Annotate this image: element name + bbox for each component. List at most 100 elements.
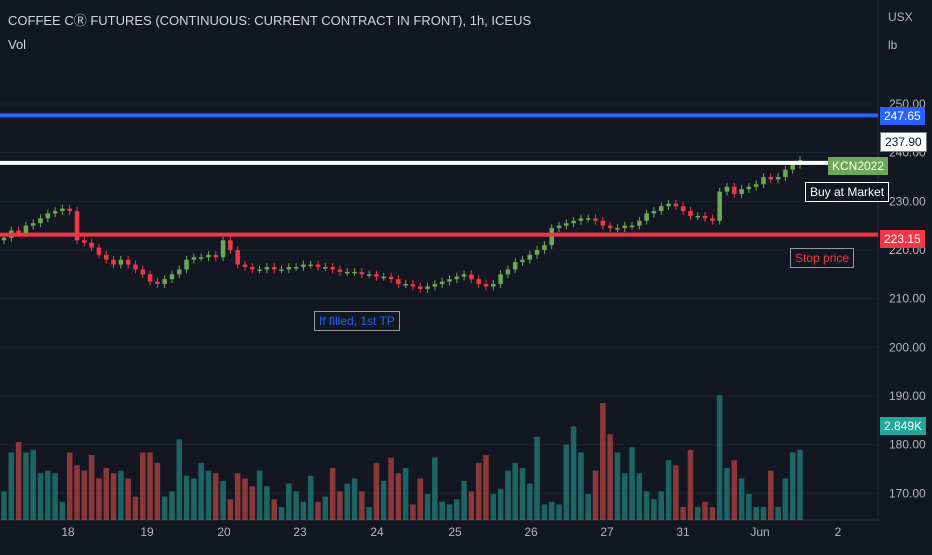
candle-body[interactable]	[512, 262, 518, 270]
volume-bar[interactable]	[614, 452, 621, 520]
candle-body[interactable]	[542, 245, 547, 250]
volume-bar[interactable]	[512, 462, 518, 520]
candle-body[interactable]	[45, 213, 51, 219]
volume-bar[interactable]	[534, 436, 540, 520]
candle-body[interactable]	[498, 274, 503, 285]
candle-body[interactable]	[425, 286, 430, 289]
volume-bar[interactable]	[161, 496, 168, 520]
candle-body[interactable]	[388, 276, 394, 280]
candle-body[interactable]	[359, 271, 365, 275]
volume-bar[interactable]	[556, 504, 562, 520]
candle-body[interactable]	[89, 242, 94, 248]
candle-body[interactable]	[323, 267, 328, 269]
volume-bar[interactable]	[410, 504, 416, 520]
candle-body[interactable]	[571, 220, 576, 224]
volume-bar[interactable]	[607, 434, 613, 520]
candle-body[interactable]	[206, 254, 211, 258]
volume-bar[interactable]	[213, 473, 219, 520]
volume-bar[interactable]	[702, 501, 708, 520]
candle-body[interactable]	[1, 237, 7, 241]
volume-bar[interactable]	[351, 478, 358, 520]
volume-bar[interactable]	[15, 442, 22, 520]
candle-body[interactable]	[344, 271, 350, 274]
volume-bar[interactable]	[490, 494, 497, 520]
volume-bar[interactable]	[388, 457, 394, 520]
candle-body[interactable]	[454, 276, 460, 280]
volume-bar[interactable]	[81, 470, 88, 520]
volume-bar[interactable]	[570, 426, 577, 520]
volume-bar[interactable]	[256, 470, 263, 520]
candle-body[interactable]	[213, 254, 219, 258]
volume-bar[interactable]	[424, 494, 431, 520]
volume-bar[interactable]	[658, 491, 665, 520]
volume-bar[interactable]	[629, 447, 635, 520]
candle-body[interactable]	[125, 259, 131, 265]
volume-bar[interactable]	[23, 452, 29, 520]
candle-body[interactable]	[593, 218, 598, 221]
volume-bar[interactable]	[264, 486, 270, 520]
candle-body[interactable]	[585, 218, 591, 220]
volume-bar[interactable]	[519, 468, 526, 520]
candle-body[interactable]	[38, 218, 43, 224]
candle-body[interactable]	[658, 206, 664, 212]
candle-body[interactable]	[761, 176, 766, 185]
volume-bar[interactable]	[643, 491, 650, 520]
candle-body[interactable]	[469, 274, 474, 280]
volume-bar[interactable]	[74, 465, 80, 520]
candle-body[interactable]	[790, 164, 795, 170]
volume-bar[interactable]	[278, 507, 285, 520]
volume-bar[interactable]	[8, 452, 15, 520]
volume-bar[interactable]	[432, 457, 438, 520]
volume-bar[interactable]	[709, 507, 716, 520]
candle-body[interactable]	[447, 279, 452, 282]
volume-bar[interactable]	[417, 478, 424, 520]
candle-body[interactable]	[403, 284, 408, 286]
volume-bar[interactable]	[103, 468, 110, 520]
volume-bar[interactable]	[592, 470, 599, 520]
volume-bar[interactable]	[118, 470, 124, 520]
volume-bar[interactable]	[132, 496, 139, 520]
candle-body[interactable]	[74, 211, 80, 241]
candle-body[interactable]	[366, 274, 372, 276]
volume-bar[interactable]	[37, 473, 44, 520]
volume-bar[interactable]	[600, 403, 606, 520]
volume-bar[interactable]	[694, 507, 701, 520]
volume-bar[interactable]	[30, 449, 36, 520]
candle-body[interactable]	[396, 279, 401, 285]
candle-body[interactable]	[629, 225, 635, 228]
volume-bar[interactable]	[687, 449, 694, 520]
candle-body[interactable]	[491, 284, 496, 287]
volume-bar[interactable]	[125, 478, 131, 520]
candle-body[interactable]	[315, 264, 321, 268]
volume-bar[interactable]	[344, 483, 350, 520]
volume-bar[interactable]	[395, 473, 402, 520]
volume-bar[interactable]	[768, 470, 774, 520]
volume-bar[interactable]	[366, 507, 372, 520]
first-tp-note[interactable]: If filled, 1st TP	[314, 311, 400, 331]
volume-bar[interactable]	[797, 449, 803, 520]
candle-body[interactable]	[381, 276, 387, 279]
candle-body[interactable]	[439, 281, 445, 285]
candle-body[interactable]	[702, 215, 708, 219]
candle-body[interactable]	[16, 230, 21, 233]
volume-bar[interactable]	[271, 499, 277, 520]
volume-bar[interactable]	[782, 478, 789, 520]
candle-body[interactable]	[622, 225, 627, 229]
candle-body[interactable]	[476, 279, 481, 285]
candle-body[interactable]	[52, 211, 58, 214]
candle-body[interactable]	[783, 169, 788, 177]
volume-bar[interactable]	[475, 462, 482, 520]
volume-bar[interactable]	[176, 439, 183, 520]
volume-bar[interactable]	[66, 452, 73, 520]
candle-body[interactable]	[330, 267, 335, 270]
volume-bar[interactable]	[1, 491, 7, 520]
volume-bar[interactable]	[680, 507, 686, 520]
candle-body[interactable]	[695, 215, 701, 218]
volume-bar[interactable]	[753, 507, 759, 520]
volume-bar[interactable]	[731, 460, 738, 520]
volume-bar[interactable]	[373, 462, 380, 520]
volume-bar[interactable]	[446, 504, 453, 520]
volume-bar[interactable]	[337, 491, 343, 520]
volume-bar[interactable]	[461, 481, 467, 520]
